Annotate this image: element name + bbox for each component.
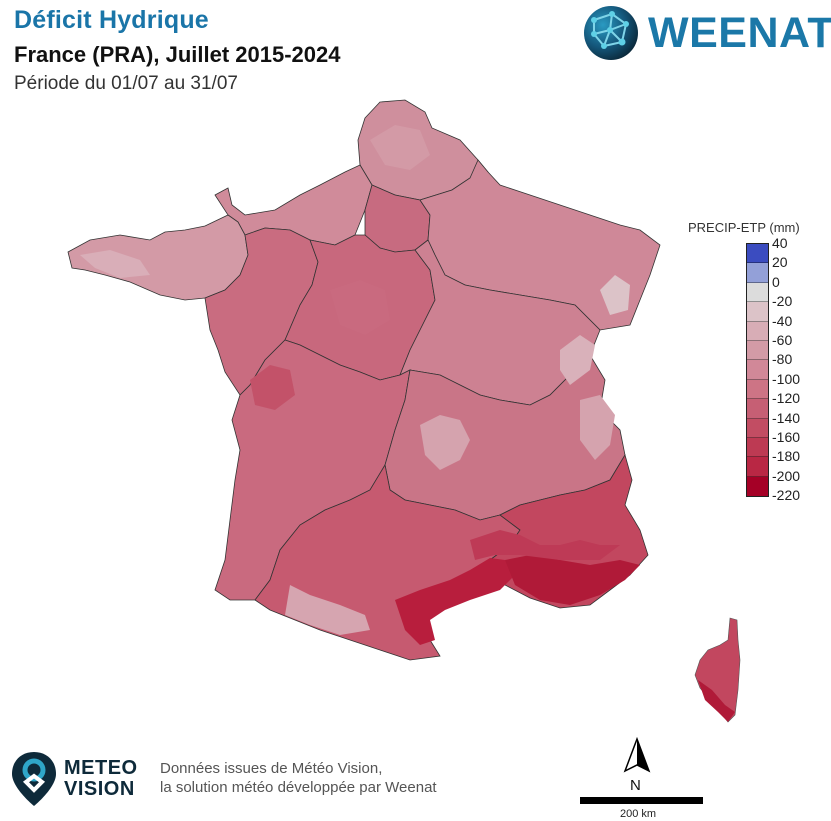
weenat-wordmark: WEENAT [648,8,831,57]
deficit-patches [80,125,640,645]
legend-tick: -200 [772,467,801,484]
legend-swatch [747,282,768,303]
legend-tick: 40 [772,235,788,251]
legend-swatch [747,302,768,322]
logo-line-vision: VISION [64,778,135,800]
legend-tick-labels: 40 20 0 -20 -40 -60 -80 -100 -120 -140 -… [772,236,800,507]
legend-swatch [747,321,768,341]
legend-tick: -20 [772,293,793,310]
map-title: Déficit Hydrique [14,6,209,34]
map-subtitle: France (PRA), Juillet 2015-2024 [14,42,341,67]
legend-swatch [747,340,768,361]
meteo-vision-logo: METEO VISION [10,750,138,808]
legend-tick: -120 [772,390,801,407]
legend-tick: 20 [772,254,788,271]
weenat-logo: WEENAT [582,4,831,62]
legend-tick: -160 [772,428,801,445]
data-source-note: Données issues de Météo Vision, la solut… [160,759,437,797]
north-label: N [630,777,641,794]
legend-swatch [747,476,768,497]
location-pin-icon [12,752,56,806]
legend-swatch [747,457,768,477]
legend-tick: -180 [772,448,801,465]
legend-tick: -100 [772,370,801,387]
legend-tick: -60 [772,331,793,348]
legend-swatch [747,263,768,283]
period-label: Période du 01/07 au 31/07 [14,73,238,94]
network-globe-icon [584,6,638,60]
legend-tick: -80 [772,351,793,368]
legend-swatch [747,437,768,458]
corse-south-patch [698,680,735,722]
legend-swatch [747,418,768,438]
legend-swatch [747,360,768,380]
north-arrow-icon [623,737,651,773]
scale-label: 200 km [620,808,657,820]
note-line-1: Données issues de Météo Vision, [160,760,383,777]
legend-swatch [747,399,768,419]
legend-title: PRECIP-ETP (mm) [688,220,800,235]
legend-tick: -220 [772,487,801,504]
legend-swatch [747,244,768,264]
legend-tick: 0 [772,273,780,290]
legend-tick: -140 [772,409,801,426]
legend-tick: -40 [772,312,793,329]
logo-line-meteo: METEO [64,757,138,779]
note-line-2: la solution météo développée par Weenat [160,779,437,796]
scale-bar [580,797,703,804]
legend-colorbar [746,243,769,498]
legend-swatch [747,379,768,400]
